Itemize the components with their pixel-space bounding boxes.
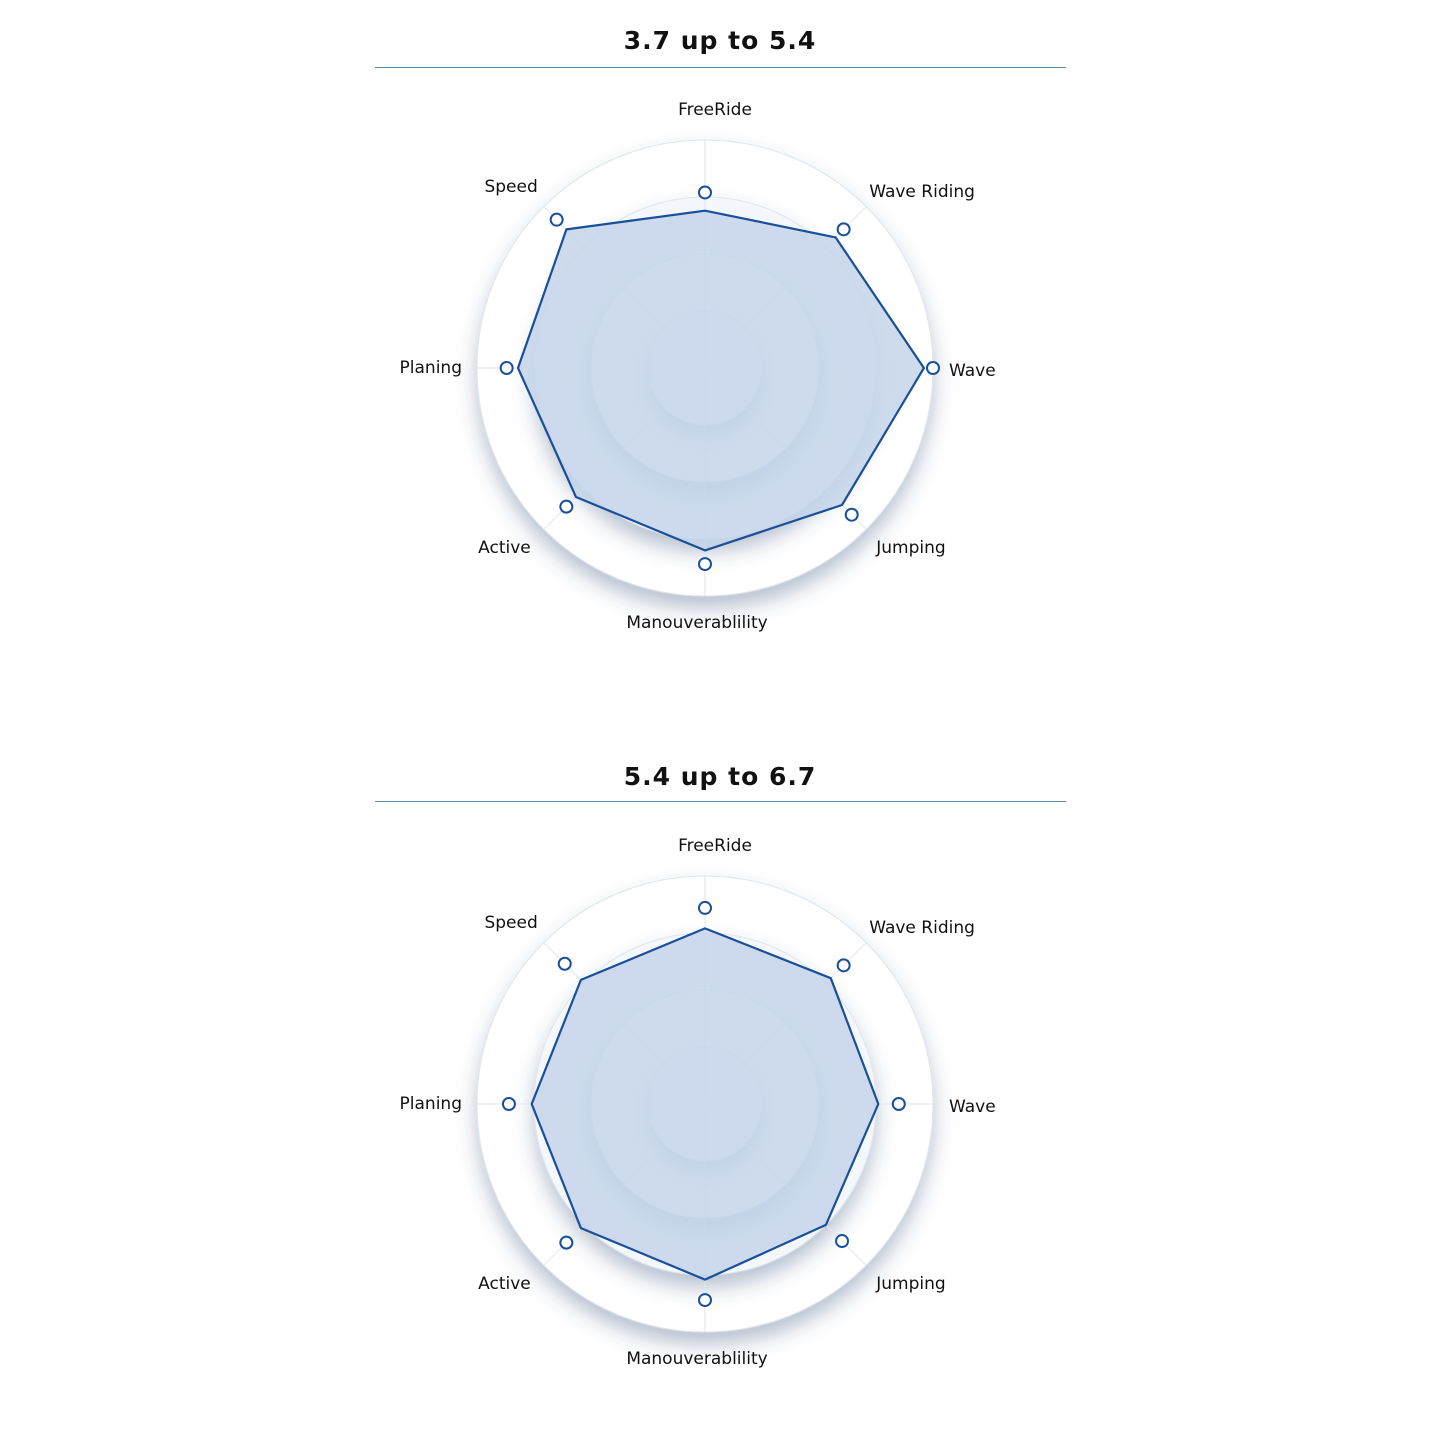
axis-label: Wave	[949, 361, 996, 381]
series-polygon	[516, 209, 926, 552]
radar-panel-1: 3.7 up to 5.4 FreeRide Wave Riding Wave Jum…	[0, 0, 1440, 720]
data-point-marker[interactable]	[698, 185, 712, 200]
axis-label: Active	[478, 538, 531, 558]
data-point-marker[interactable]	[835, 1234, 850, 1249]
radar-chart: FreeRide Wave Riding Wave Jumping Manouverab…	[400, 836, 996, 1369]
axis-label: Jumping	[875, 1274, 945, 1294]
data-point-marker[interactable]	[698, 557, 712, 572]
data-point-marker[interactable]	[836, 958, 851, 973]
data-point-marker[interactable]	[698, 1293, 712, 1308]
title-divider	[375, 67, 1066, 68]
data-point-marker[interactable]	[557, 956, 572, 971]
axis-label: Wave Riding	[869, 918, 975, 938]
chart-title: 3.7 up to 5.4	[623, 26, 817, 55]
data-point-marker[interactable]	[698, 900, 712, 915]
axis-label: FreeRide	[678, 836, 752, 856]
axis-label: Manouverablility	[626, 613, 767, 633]
axis-label: Planing	[400, 1094, 462, 1114]
axis-label: Manouverablility	[626, 1349, 767, 1369]
data-point-marker[interactable]	[559, 499, 574, 514]
data-point-marker[interactable]	[926, 361, 940, 375]
data-point-marker[interactable]	[549, 212, 564, 227]
title-divider	[375, 801, 1066, 802]
axis-label: Wave Riding	[869, 182, 975, 202]
data-point-marker[interactable]	[501, 1097, 516, 1111]
radar-panel-2: 5.4 up to 6.7 FreeRide Wave Riding Wave Jum…	[0, 736, 1440, 1456]
data-point-marker[interactable]	[844, 507, 859, 522]
axis-label: Planing	[400, 358, 462, 378]
axis-label: Wave	[949, 1097, 996, 1117]
data-point-marker[interactable]	[891, 1097, 906, 1111]
axis-label: Jumping	[875, 538, 945, 558]
data-point-marker[interactable]	[836, 222, 851, 237]
axis-label: Active	[478, 1274, 531, 1294]
data-point-marker[interactable]	[559, 1235, 574, 1250]
series-polygon	[530, 927, 880, 1281]
axis-label: FreeRide	[678, 100, 752, 120]
chart-title: 5.4 up to 6.7	[623, 762, 817, 791]
data-point-marker[interactable]	[499, 361, 514, 375]
axis-label: Speed	[484, 913, 537, 933]
axis-label: Speed	[484, 177, 537, 197]
radar-chart: FreeRide Wave Riding Wave Jumping Manouverab…	[400, 100, 996, 633]
